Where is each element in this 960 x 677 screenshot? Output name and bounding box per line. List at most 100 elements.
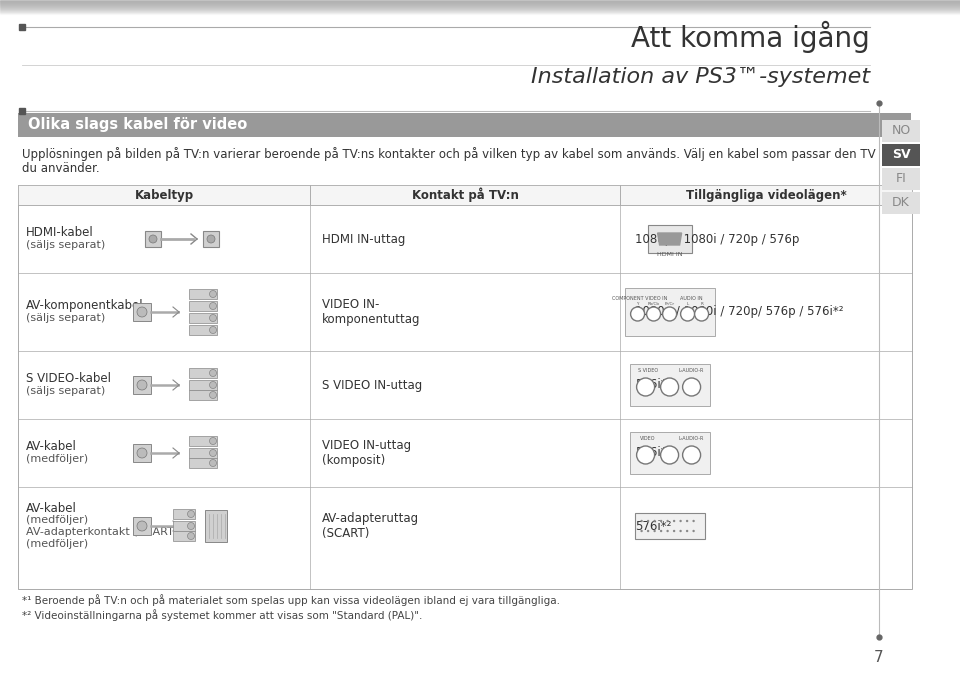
Bar <box>0 11 960 12</box>
Text: S VIDEO: S VIDEO <box>637 368 658 374</box>
Text: 576i*²: 576i*² <box>635 447 671 460</box>
Bar <box>189 368 217 378</box>
Circle shape <box>647 520 649 522</box>
Circle shape <box>209 460 217 466</box>
Text: VIDEO IN-uttag
(komposit): VIDEO IN-uttag (komposit) <box>322 439 411 467</box>
Circle shape <box>209 303 217 309</box>
Circle shape <box>660 530 662 532</box>
Circle shape <box>640 530 643 532</box>
Text: 7: 7 <box>875 649 884 665</box>
Bar <box>133 444 151 462</box>
Text: 1080p / 1080i / 720p/ 576p / 576i*²: 1080p / 1080i / 720p/ 576p / 576i*² <box>635 305 844 318</box>
Bar <box>0 7 960 8</box>
Bar <box>625 288 714 336</box>
Bar <box>630 432 709 474</box>
Circle shape <box>695 307 708 321</box>
Text: 576i*²: 576i*² <box>635 519 671 533</box>
Text: AV-adapteruttag
(SCART): AV-adapteruttag (SCART) <box>322 512 420 540</box>
Circle shape <box>654 530 656 532</box>
Circle shape <box>207 235 215 243</box>
Text: Kabeltyp: Kabeltyp <box>134 188 194 202</box>
Bar <box>189 289 217 299</box>
Bar <box>133 376 151 394</box>
Text: HDMI IN: HDMI IN <box>657 253 683 257</box>
Bar <box>189 390 217 400</box>
Text: Olika slags kabel för video: Olika slags kabel för video <box>28 118 248 133</box>
Text: VIDEO IN-
komponentuttag: VIDEO IN- komponentuttag <box>322 298 420 326</box>
Circle shape <box>662 307 677 321</box>
Circle shape <box>685 520 688 522</box>
Text: L-AUDIO-R: L-AUDIO-R <box>679 437 705 441</box>
Circle shape <box>683 378 701 396</box>
Circle shape <box>137 448 147 458</box>
Bar <box>310 185 620 205</box>
Text: Pr/Cr: Pr/Cr <box>664 302 675 306</box>
Bar <box>189 380 217 390</box>
Text: Upplösningen på bilden på TV:n varierar beroende på TV:ns kontakter och på vilke: Upplösningen på bilden på TV:n varierar … <box>22 147 876 161</box>
Text: 576i*²: 576i*² <box>635 378 671 391</box>
Circle shape <box>209 437 217 445</box>
Bar <box>635 513 705 539</box>
Circle shape <box>673 530 675 532</box>
Text: (medföljer): (medföljer) <box>26 454 88 464</box>
Circle shape <box>666 530 669 532</box>
Circle shape <box>209 290 217 297</box>
Circle shape <box>187 510 195 517</box>
Bar <box>18 185 310 205</box>
Bar <box>203 231 219 247</box>
Circle shape <box>187 533 195 540</box>
Bar <box>0 3 960 4</box>
Circle shape <box>660 520 662 522</box>
Circle shape <box>209 326 217 334</box>
Circle shape <box>209 382 217 389</box>
Circle shape <box>680 520 682 522</box>
Bar <box>189 301 217 311</box>
Bar <box>189 458 217 468</box>
Circle shape <box>209 315 217 322</box>
Text: *¹ Beroende på TV:n och på materialet som spelas upp kan vissa videolägen ibland: *¹ Beroende på TV:n och på materialet so… <box>22 594 560 606</box>
Text: HDMI IN-uttag: HDMI IN-uttag <box>322 232 405 246</box>
Bar <box>133 517 151 535</box>
Circle shape <box>673 520 675 522</box>
Circle shape <box>654 520 656 522</box>
Circle shape <box>137 380 147 390</box>
Bar <box>173 531 195 541</box>
Text: AV-kabel: AV-kabel <box>26 441 77 454</box>
Text: HDMI-kabel: HDMI-kabel <box>26 227 94 240</box>
Polygon shape <box>658 233 682 245</box>
Bar <box>648 225 691 253</box>
Circle shape <box>647 307 660 321</box>
Bar <box>0 0 960 1</box>
Text: COMPONENT VIDEO IN: COMPONENT VIDEO IN <box>612 295 667 301</box>
Bar <box>189 448 217 458</box>
Circle shape <box>647 530 649 532</box>
Text: SV: SV <box>892 148 910 162</box>
Bar <box>18 185 912 589</box>
Text: DK: DK <box>892 196 910 209</box>
Circle shape <box>137 307 147 317</box>
Circle shape <box>680 530 682 532</box>
Circle shape <box>666 520 669 522</box>
Circle shape <box>640 520 643 522</box>
Circle shape <box>149 235 157 243</box>
Bar <box>0 10 960 11</box>
Text: *² Videoinställningarna på systemet kommer att visas som "Standard (PAL)".: *² Videoinställningarna på systemet komm… <box>22 609 422 621</box>
Bar <box>189 436 217 446</box>
Bar <box>0 9 960 10</box>
Text: (säljs separat): (säljs separat) <box>26 240 106 250</box>
Text: 1080p / 1080i / 720p / 576p: 1080p / 1080i / 720p / 576p <box>635 232 800 246</box>
Bar <box>0 12 960 13</box>
Text: Y: Y <box>636 302 638 306</box>
Bar <box>882 192 920 214</box>
Circle shape <box>660 378 679 396</box>
Bar <box>0 1 960 2</box>
Circle shape <box>137 521 147 531</box>
Bar <box>189 313 217 323</box>
Text: NO: NO <box>892 125 911 137</box>
Text: FI: FI <box>896 173 906 185</box>
Bar <box>173 509 195 519</box>
Text: L-AUDIO-R: L-AUDIO-R <box>679 368 705 374</box>
Bar <box>189 325 217 335</box>
Bar <box>18 113 911 137</box>
Bar <box>0 8 960 9</box>
